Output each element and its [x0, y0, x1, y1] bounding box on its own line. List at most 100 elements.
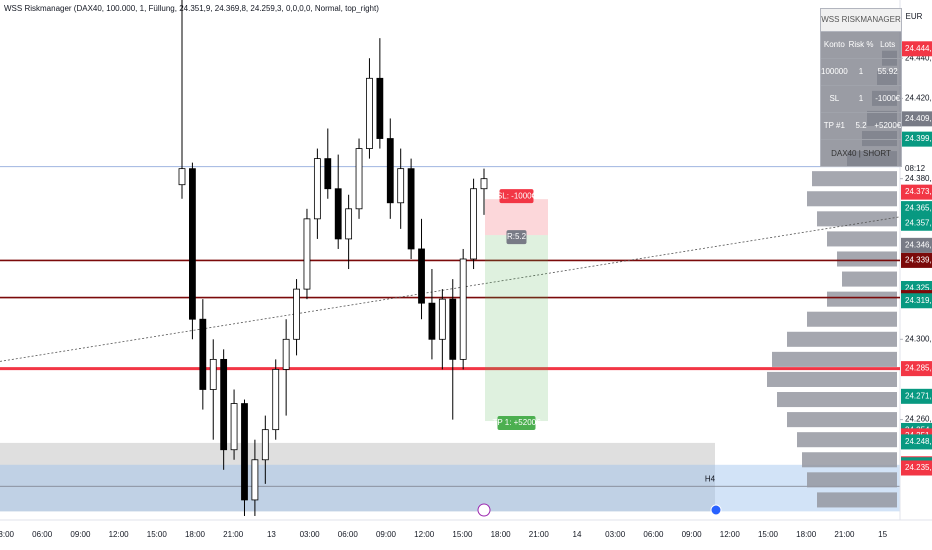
- candle-body: [178, 168, 186, 186]
- price-tag-label: 24.409,8: [905, 114, 932, 123]
- price-tag-label: 24.373,3: [905, 187, 932, 196]
- x-tick-label: 06:00: [32, 530, 53, 539]
- price-tag: [901, 111, 932, 127]
- stop-label: SL: -1000€: [497, 191, 537, 200]
- volume-bar: [807, 191, 897, 207]
- zone: [0, 442, 715, 512]
- candle-body: [355, 148, 363, 210]
- x-tick-label: 15:00: [758, 530, 779, 539]
- panel-title: WSS RISKMANAGER: [821, 9, 901, 32]
- volume-bar: [812, 171, 897, 187]
- price-tag: [901, 201, 932, 217]
- event-icon[interactable]: [710, 504, 722, 516]
- zone: [0, 464, 900, 512]
- cell: 55.92: [877, 67, 898, 76]
- x-tick-label: 14: [573, 530, 582, 539]
- candle-body: [189, 168, 196, 320]
- price-tag: [901, 388, 932, 404]
- ratio-label-bg: [506, 230, 527, 245]
- volume-bar: [787, 331, 897, 347]
- x-tick-label: 21:00: [529, 530, 550, 539]
- candle-body: [397, 168, 405, 204]
- candle-body: [418, 248, 425, 304]
- panel-row: 100000€ 1 55.92: [821, 59, 901, 86]
- volume-bar: [777, 392, 897, 408]
- price-tag: [901, 293, 932, 309]
- legend-title: WSS Riskmanager (DAX40, 100.000, 1, Füll…: [4, 4, 379, 13]
- cell: 100000€: [821, 67, 848, 76]
- candle-body: [282, 338, 290, 370]
- x-tick-label: 12:00: [720, 530, 741, 539]
- x-tick-label: 18:00: [491, 530, 512, 539]
- target-label: TP 1: +5200€: [492, 418, 541, 427]
- candle-body: [303, 218, 311, 290]
- x-tick-label: 15:00: [452, 530, 473, 539]
- candle-body: [230, 403, 238, 451]
- cell: Risk %: [848, 40, 874, 49]
- ratio-label: R:5.2: [507, 232, 527, 241]
- price-tag-label: 24.339,3: [905, 256, 932, 265]
- price-tag-label: 24.399,7: [905, 134, 932, 143]
- target-zone: [485, 235, 548, 422]
- candle-body: [241, 403, 248, 501]
- volume-bar: [837, 251, 897, 267]
- candle-body: [324, 158, 332, 190]
- candle-body: [293, 288, 300, 340]
- price-tag: [901, 237, 932, 253]
- cell: 5.2: [855, 121, 867, 130]
- stop-zone: [485, 199, 548, 236]
- cell: Lots: [880, 40, 896, 49]
- candle-body: [209, 358, 217, 390]
- price-tag: [901, 460, 932, 476]
- target-label-bg: [497, 416, 536, 431]
- x-tick-label: 06:00: [338, 530, 359, 539]
- candle-body: [407, 168, 415, 250]
- x-tick-label: 21:00: [834, 530, 855, 539]
- volume-bar: [827, 231, 897, 247]
- volume-bar: [842, 271, 897, 287]
- x-tick-label: 13: [267, 530, 276, 539]
- y-tick-label: 24.260,0: [905, 415, 932, 424]
- x-tick-label: 03:00: [0, 530, 15, 539]
- cell: 1: [858, 67, 864, 76]
- x-tick-label: 15:00: [147, 530, 168, 539]
- volume-bar: [767, 371, 897, 387]
- panel-row: Konto Risk % Lots: [821, 32, 901, 59]
- cell: TP #1: [823, 121, 845, 130]
- x-tick-label: 06:00: [643, 530, 664, 539]
- candle-body: [220, 358, 228, 451]
- x-tick-label: 15: [878, 530, 887, 539]
- event-icon[interactable]: [477, 503, 491, 517]
- x-tick-label: 12:00: [109, 530, 130, 539]
- x-tick-label: 09:00: [682, 530, 703, 539]
- volume-bar: [802, 452, 897, 468]
- cell: Konto: [823, 40, 845, 49]
- y-tick-label: 24.440,0: [905, 53, 932, 62]
- candle-body: [261, 429, 269, 461]
- panel-footer: DAX40 | SHORT: [831, 149, 891, 158]
- panel-row: TP #1 5.2 +5200€: [821, 113, 901, 140]
- x-tick-label: 09:00: [376, 530, 397, 539]
- x-tick-label: 03:00: [605, 530, 626, 539]
- stop-label-bg: [499, 189, 534, 204]
- currency: EUR: [906, 12, 923, 21]
- volume-bar: [807, 472, 897, 488]
- candle-body: [366, 77, 373, 149]
- volume-bar: [797, 432, 897, 448]
- candle-body: [251, 459, 259, 501]
- candle-body: [428, 302, 436, 340]
- candle-body: [449, 298, 457, 360]
- price-tag-label: 24.248,9: [905, 437, 932, 446]
- cell: +5200€: [874, 121, 902, 130]
- price-tag-label: 24.357,8: [905, 218, 932, 227]
- zone-label: H4: [705, 474, 716, 483]
- x-tick-label: 18:00: [796, 530, 817, 539]
- price-tag-label: 24.235,9: [905, 463, 932, 472]
- candle-body: [438, 298, 446, 340]
- y-tick-label: 24.420,0: [905, 93, 932, 102]
- candle-body: [386, 138, 394, 204]
- y-tick-label: 24.300,0: [905, 334, 932, 343]
- candle-body: [459, 258, 467, 360]
